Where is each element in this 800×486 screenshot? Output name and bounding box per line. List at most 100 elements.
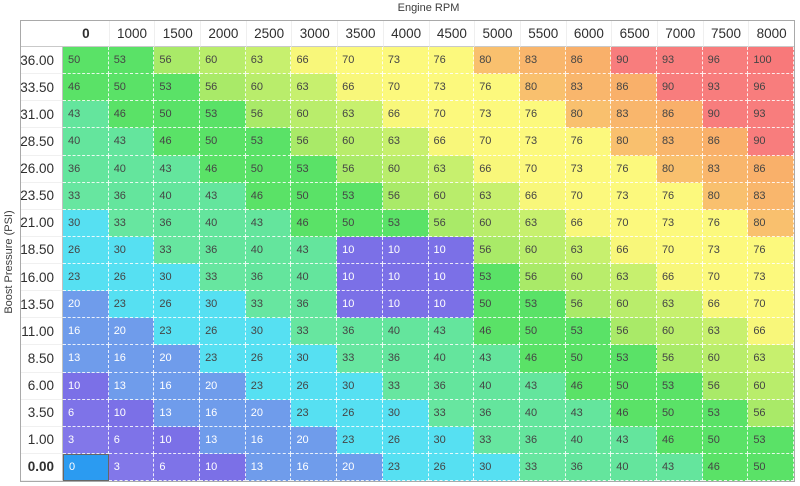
table-cell[interactable]: 56 (382, 182, 429, 210)
table-cell[interactable]: 46 (702, 453, 749, 481)
table-cell[interactable]: 53 (154, 74, 201, 102)
table-corner-cell[interactable] (21, 21, 63, 47)
table-cell[interactable]: 70 (611, 209, 657, 237)
column-header[interactable]: 5500 (519, 21, 566, 47)
table-cell[interactable]: 20 (245, 399, 292, 427)
table-cell[interactable]: 26 (200, 318, 246, 346)
table-cell[interactable]: 40 (428, 345, 475, 373)
table-cell[interactable]: 10 (200, 453, 246, 481)
table-cell[interactable]: 16 (108, 345, 155, 373)
table-cell[interactable]: 50 (108, 74, 155, 102)
table-cell[interactable]: 83 (748, 182, 794, 210)
table-cell[interactable]: 33 (108, 209, 155, 237)
table-cell[interactable]: 53 (200, 101, 246, 129)
row-header[interactable]: 21.00 (21, 209, 63, 237)
table-cell[interactable]: 30 (245, 318, 292, 346)
table-cell[interactable]: 66 (565, 209, 612, 237)
row-header[interactable]: 8.50 (21, 345, 63, 373)
table-cell[interactable]: 10 (337, 264, 383, 292)
table-cell[interactable]: 43 (428, 318, 475, 346)
table-cell[interactable]: 90 (656, 74, 703, 102)
table-cell[interactable]: 23 (291, 399, 338, 427)
table-cell[interactable]: 23 (154, 318, 201, 346)
table-cell[interactable]: 56 (200, 74, 246, 102)
table-cell[interactable]: 10 (428, 264, 475, 292)
column-header[interactable]: 7500 (702, 21, 749, 47)
table-cell[interactable]: 6 (154, 453, 201, 481)
table-cell[interactable]: 70 (656, 236, 703, 264)
table-cell[interactable]: 3 (108, 453, 155, 481)
table-cell[interactable]: 96 (748, 74, 794, 102)
table-cell[interactable]: 50 (565, 345, 612, 373)
table-cell[interactable]: 56 (519, 264, 566, 292)
table-cell[interactable]: 50 (519, 318, 566, 346)
table-cell[interactable]: 76 (474, 74, 520, 102)
table-cell[interactable]: 40 (108, 155, 155, 183)
table-cell[interactable]: 30 (63, 209, 109, 237)
table-cell[interactable]: 20 (337, 453, 383, 481)
table-cell[interactable]: 36 (337, 318, 383, 346)
column-header[interactable]: 2000 (200, 21, 246, 47)
table-cell[interactable]: 70 (748, 291, 794, 319)
table-cell[interactable]: 36 (200, 236, 246, 264)
table-cell[interactable]: 53 (382, 209, 429, 237)
table-cell[interactable]: 16 (154, 372, 201, 400)
table-cell[interactable]: 60 (519, 236, 566, 264)
table-cell[interactable]: 50 (474, 291, 520, 319)
table-cell[interactable]: 33 (154, 236, 201, 264)
table-cell[interactable]: 46 (63, 74, 109, 102)
table-cell[interactable]: 83 (702, 155, 749, 183)
table-cell[interactable]: 13 (245, 453, 292, 481)
table-cell[interactable]: 63 (291, 74, 338, 102)
table-cell[interactable]: 33 (519, 453, 566, 481)
table-cell[interactable]: 10 (337, 291, 383, 319)
table-cell[interactable]: 56 (702, 372, 749, 400)
table-cell[interactable]: 40 (474, 372, 520, 400)
table-cell[interactable]: 16 (200, 399, 246, 427)
table-cell[interactable]: 20 (63, 291, 109, 319)
table-cell[interactable]: 10 (382, 264, 429, 292)
table-cell[interactable]: 63 (245, 47, 292, 75)
table-cell[interactable]: 60 (565, 264, 612, 292)
table-cell[interactable]: 70 (702, 264, 749, 292)
table-cell[interactable]: 70 (519, 155, 566, 183)
table-cell[interactable]: 36 (519, 426, 566, 454)
table-cell[interactable]: 83 (656, 128, 703, 156)
table-cell[interactable]: 36 (108, 182, 155, 210)
table-cell[interactable]: 66 (656, 264, 703, 292)
row-header[interactable]: 36.00 (21, 47, 63, 75)
table-cell[interactable]: 86 (702, 128, 749, 156)
table-cell[interactable]: 73 (474, 101, 520, 129)
table-cell[interactable]: 40 (291, 264, 338, 292)
table-cell[interactable]: 43 (154, 155, 201, 183)
table-cell[interactable]: 10 (428, 236, 475, 264)
table-cell[interactable]: 6 (63, 399, 109, 427)
table-cell[interactable]: 10 (63, 372, 109, 400)
table-cell[interactable]: 46 (656, 426, 703, 454)
table-cell[interactable]: 56 (474, 236, 520, 264)
table-cell[interactable]: 66 (474, 155, 520, 183)
table-cell[interactable]: 53 (291, 155, 338, 183)
table-cell[interactable]: 60 (382, 155, 429, 183)
table-cell[interactable]: 10 (382, 236, 429, 264)
table-cell[interactable]: 53 (611, 345, 657, 373)
table-cell[interactable]: 73 (702, 236, 749, 264)
table-cell[interactable]: 86 (611, 74, 657, 102)
table-cell[interactable]: 86 (748, 155, 794, 183)
table-cell[interactable]: 86 (656, 101, 703, 129)
table-cell[interactable]: 73 (656, 209, 703, 237)
table-cell[interactable]: 26 (337, 399, 383, 427)
column-header[interactable]: 7000 (656, 21, 703, 47)
table-cell[interactable]: 76 (611, 155, 657, 183)
table-cell[interactable]: 66 (748, 318, 794, 346)
table-cell[interactable]: 50 (291, 182, 338, 210)
table-cell[interactable]: 76 (565, 128, 612, 156)
table-cell[interactable]: 36 (291, 291, 338, 319)
table-cell[interactable]: 66 (519, 182, 566, 210)
row-header[interactable]: 6.00 (21, 372, 63, 400)
table-cell[interactable]: 53 (656, 372, 703, 400)
table-cell[interactable]: 53 (474, 264, 520, 292)
column-header[interactable]: 4500 (428, 21, 475, 47)
table-cell[interactable]: 36 (474, 399, 520, 427)
table-cell[interactable]: 53 (565, 318, 612, 346)
